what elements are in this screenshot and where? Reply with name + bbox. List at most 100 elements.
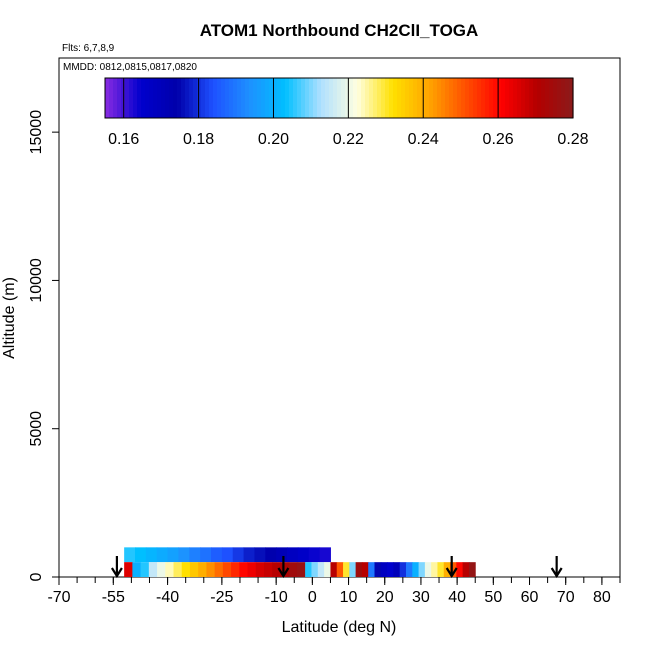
colorbar-swatch [129,78,134,118]
colorbar-swatch [229,78,234,118]
data-cell [239,562,249,577]
colorbar-swatch [273,78,278,118]
colorbar-swatch [285,78,290,118]
data-cell [232,547,245,563]
data-cell [173,562,183,577]
data-cell [276,547,288,563]
colorbar-swatch [393,78,398,118]
colorbar-swatch [293,78,298,118]
data-cell [336,562,344,577]
x-tick-label: 80 [593,589,611,606]
colorbar-swatch [489,78,494,118]
x-tick-label: 10 [340,589,358,606]
colorbar-swatch [113,78,118,118]
colorbar-swatch [385,78,390,118]
data-cell [148,562,158,577]
colorbar-swatch [537,78,542,118]
colorbar-swatch [441,78,446,118]
colorbar-swatch [109,78,114,118]
colorbar-swatch [205,78,210,118]
colorbar-swatch [141,78,146,118]
x-axis-label: Latitude (deg N) [282,619,397,636]
colorbar-swatch [409,78,414,118]
colorbar-tick-label: 0.16 [108,131,139,148]
data-bands [124,547,476,577]
data-cell [297,547,310,563]
data-cell [247,562,257,577]
data-cell [418,562,426,577]
x-tick-label: 30 [412,589,430,606]
data-cell [214,562,224,577]
colorbar-swatch [169,78,174,118]
data-cell [450,562,457,577]
colorbar-swatch [561,78,566,118]
colorbar-tick-label: 0.28 [557,131,588,148]
data-cell [361,562,369,577]
data-cell [157,562,166,577]
colorbar-swatch [477,78,482,118]
colorbar-swatch [269,78,274,118]
colorbar-swatch [173,78,178,118]
colorbar-swatch [277,78,282,118]
flight-markers [110,556,563,579]
colorbar-swatch [161,78,166,118]
colorbar-swatch [225,78,230,118]
colorbar-tick-label: 0.26 [483,131,514,148]
x-tick-label: -10 [265,589,288,606]
colorbar-swatch [261,78,266,118]
y-axis: 0 5000 10000 15000 [28,110,59,581]
data-cell [288,562,298,577]
colorbar-swatch [469,78,474,118]
colorbar-swatch [373,78,378,118]
colorbar-swatch [357,78,362,118]
data-cell [181,562,191,577]
colorbar-swatch [257,78,262,118]
data-cell [124,547,136,563]
data-cell [221,547,234,563]
x-tick-label: 60 [521,589,539,606]
data-cell [198,562,207,577]
colorbar-swatch [509,78,514,118]
data-cell [254,547,266,563]
colorbar-swatch [377,78,382,118]
data-cell [167,547,179,563]
colorbar-swatch [541,78,546,118]
colorbar-tick-label: 0.22 [333,131,364,148]
colorbar-swatch [553,78,558,118]
data-cell [178,547,190,563]
colorbar-swatch [485,78,490,118]
colorbar-swatch [197,78,202,118]
colorbar-swatch [149,78,154,118]
colorbar-swatch [181,78,186,118]
flight-marker-arrowhead [110,567,123,579]
colorbar-swatch [217,78,222,118]
colorbar-swatch [249,78,254,118]
data-cell [189,547,201,563]
colorbar-tick-label: 0.20 [258,131,289,148]
colorbar-tick-label: 0.18 [183,131,214,148]
colorbar-swatch [105,78,110,118]
colorbar-swatch [253,78,258,118]
colorbar-swatch [329,78,334,118]
data-cell [243,547,255,563]
data-cell [324,562,331,577]
data-cell [165,562,175,577]
colorbar-swatch [481,78,486,118]
data-cell [368,562,376,577]
data-cell [311,562,319,577]
colorbar-swatch [549,78,554,118]
colorbar-swatch [361,78,366,118]
colorbar-swatch [305,78,310,118]
colorbar-swatch [513,78,518,118]
data-cell [272,562,281,577]
chart-title: ATOM1 Northbound CH2ClI_TOGA [200,21,479,40]
x-tick-label: 40 [448,589,466,606]
x-axis: -70 -55 -40 -25 -10 0 10 20 30 40 50 60 70 80 [47,577,621,606]
colorbar-swatch [433,78,438,118]
colorbar-swatch [193,78,198,118]
data-cell [132,562,142,577]
data-cell [437,562,445,577]
colorbar-swatch [245,78,250,118]
colorbar-swatch [297,78,302,118]
